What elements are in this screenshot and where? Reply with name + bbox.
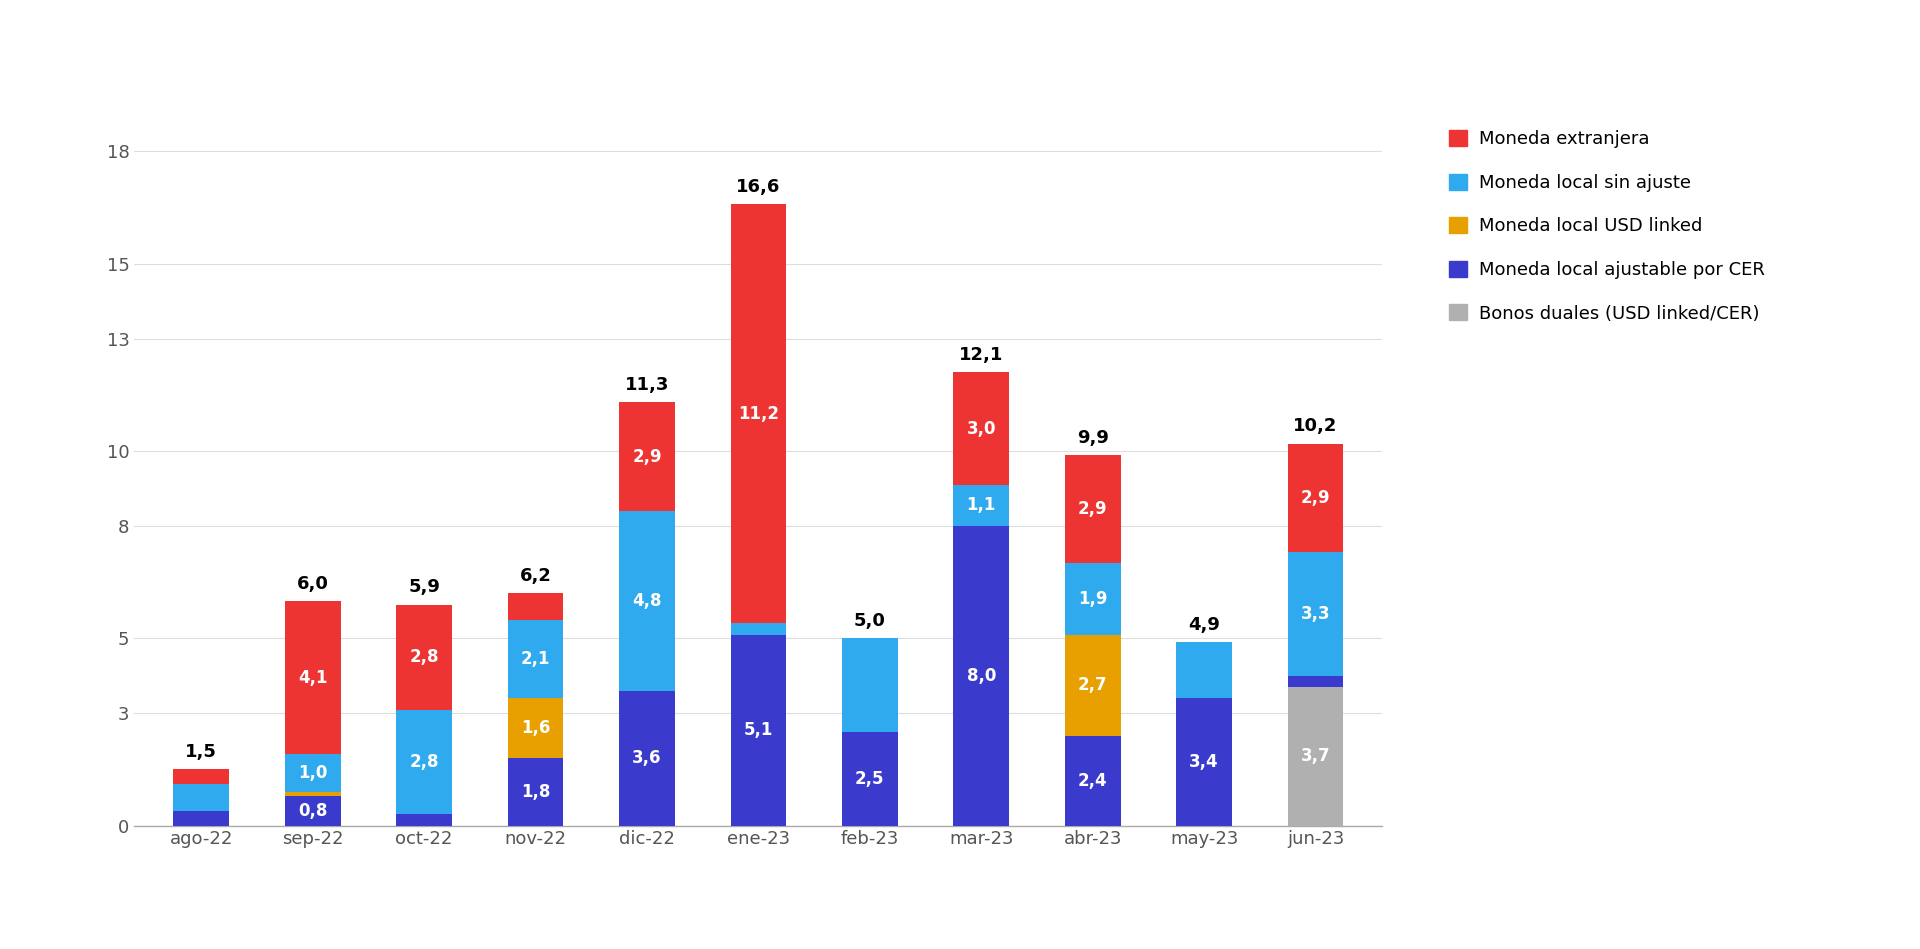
Bar bbox=[507, 620, 563, 698]
Text: 4,9: 4,9 bbox=[1188, 616, 1219, 634]
Text: 2,9: 2,9 bbox=[1077, 500, 1108, 518]
Bar bbox=[284, 795, 340, 826]
Text: 3,4: 3,4 bbox=[1188, 753, 1219, 771]
Bar bbox=[843, 639, 899, 732]
Text: 5,9: 5,9 bbox=[409, 578, 440, 596]
Text: 1,5: 1,5 bbox=[186, 743, 217, 761]
Text: 2,1: 2,1 bbox=[520, 650, 551, 668]
Bar bbox=[730, 635, 787, 826]
Text: 9,9: 9,9 bbox=[1077, 429, 1108, 447]
Text: 4,8: 4,8 bbox=[632, 592, 662, 610]
Bar bbox=[396, 814, 451, 826]
Text: 5,0: 5,0 bbox=[854, 612, 885, 630]
Bar bbox=[396, 605, 451, 710]
Text: 1,0: 1,0 bbox=[298, 764, 328, 782]
Bar bbox=[1066, 735, 1121, 826]
Bar bbox=[618, 402, 674, 511]
Bar bbox=[618, 691, 674, 826]
Bar bbox=[507, 593, 563, 620]
Bar bbox=[507, 698, 563, 758]
Text: 2,8: 2,8 bbox=[409, 753, 440, 771]
Bar bbox=[1288, 552, 1344, 676]
Bar bbox=[730, 204, 787, 623]
Bar bbox=[284, 791, 340, 795]
Text: 1,6: 1,6 bbox=[520, 719, 551, 737]
Bar bbox=[1288, 443, 1344, 552]
Bar bbox=[284, 601, 340, 754]
Bar bbox=[1177, 642, 1233, 698]
Bar bbox=[1288, 676, 1344, 687]
Bar bbox=[1066, 635, 1121, 735]
Text: 2,4: 2,4 bbox=[1077, 772, 1108, 790]
Bar bbox=[1177, 698, 1233, 826]
Bar bbox=[173, 785, 228, 810]
Text: 12,1: 12,1 bbox=[960, 346, 1004, 364]
Bar bbox=[1066, 455, 1121, 564]
Text: 1,1: 1,1 bbox=[966, 496, 996, 514]
Bar bbox=[173, 770, 228, 785]
Text: 2,8: 2,8 bbox=[409, 648, 440, 666]
Text: 11,3: 11,3 bbox=[624, 376, 670, 394]
Text: 4,1: 4,1 bbox=[298, 669, 328, 687]
Bar bbox=[954, 485, 1010, 526]
Bar bbox=[618, 511, 674, 691]
Text: 5,1: 5,1 bbox=[743, 721, 774, 739]
Text: 3,0: 3,0 bbox=[966, 419, 996, 437]
Bar bbox=[954, 526, 1010, 826]
Bar bbox=[843, 732, 899, 826]
Text: 2,9: 2,9 bbox=[1300, 489, 1331, 507]
Text: 6,0: 6,0 bbox=[298, 575, 328, 592]
Bar bbox=[730, 623, 787, 635]
Text: 6,2: 6,2 bbox=[520, 568, 551, 586]
Text: 3,7: 3,7 bbox=[1300, 747, 1331, 765]
Legend: Moneda extranjera, Moneda local sin ajuste, Moneda local USD linked, Moneda loca: Moneda extranjera, Moneda local sin ajus… bbox=[1442, 123, 1772, 330]
Bar bbox=[173, 810, 228, 826]
Text: 8,0: 8,0 bbox=[966, 667, 996, 685]
Bar bbox=[1288, 687, 1344, 826]
Text: 0,8: 0,8 bbox=[298, 802, 328, 820]
Text: 3,6: 3,6 bbox=[632, 749, 662, 767]
Text: 2,5: 2,5 bbox=[854, 770, 885, 788]
Bar bbox=[284, 754, 340, 791]
Text: 2,7: 2,7 bbox=[1077, 676, 1108, 694]
Text: 1,8: 1,8 bbox=[520, 783, 551, 801]
Text: 16,6: 16,6 bbox=[735, 177, 781, 195]
Text: 2,9: 2,9 bbox=[632, 448, 662, 466]
Bar bbox=[1066, 564, 1121, 635]
Bar bbox=[954, 372, 1010, 485]
Bar bbox=[507, 758, 563, 826]
Text: 11,2: 11,2 bbox=[737, 404, 780, 422]
Bar bbox=[396, 710, 451, 814]
Text: 10,2: 10,2 bbox=[1294, 418, 1338, 436]
Text: 3,3: 3,3 bbox=[1300, 605, 1331, 623]
Text: 1,9: 1,9 bbox=[1077, 590, 1108, 608]
